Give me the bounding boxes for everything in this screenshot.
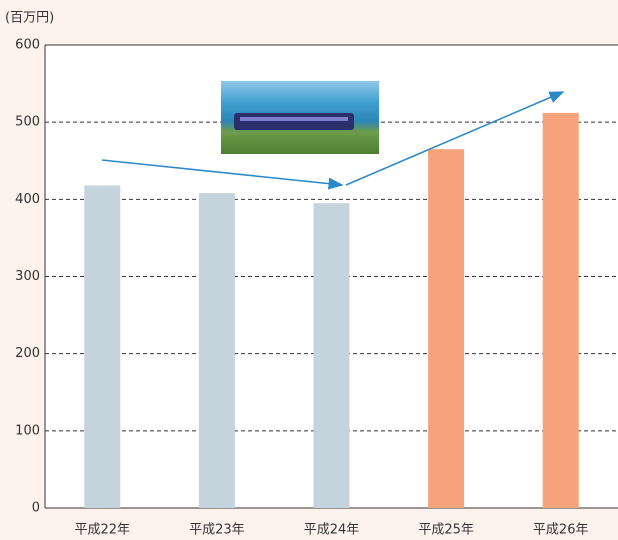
x-tick-label: 平成24年 <box>304 523 360 538</box>
y-axis-label: (百万円) <box>5 11 54 26</box>
bar <box>428 149 464 508</box>
y-tick-label: 200 <box>15 346 40 361</box>
y-tick-label: 600 <box>15 38 40 53</box>
photo <box>221 81 379 154</box>
y-tick-label: 400 <box>15 192 40 207</box>
bar <box>84 185 120 508</box>
bar <box>543 113 579 508</box>
x-tick-label: 平成23年 <box>189 523 245 538</box>
chart: (百万円) 0 100 200 300 400 500 600 平成22年 平成23年 平成24年… <box>0 0 618 540</box>
x-tick-label: 平成26年 <box>533 523 589 538</box>
y-tick-label: 300 <box>15 269 40 284</box>
bar <box>199 193 235 508</box>
x-tick-label: 平成25年 <box>418 523 474 538</box>
y-tick-label: 500 <box>15 115 40 130</box>
y-tick-label: 0 <box>32 501 40 516</box>
y-tick-label: 100 <box>15 423 40 438</box>
x-tick-label: 平成22年 <box>75 523 131 538</box>
bar <box>314 203 350 508</box>
